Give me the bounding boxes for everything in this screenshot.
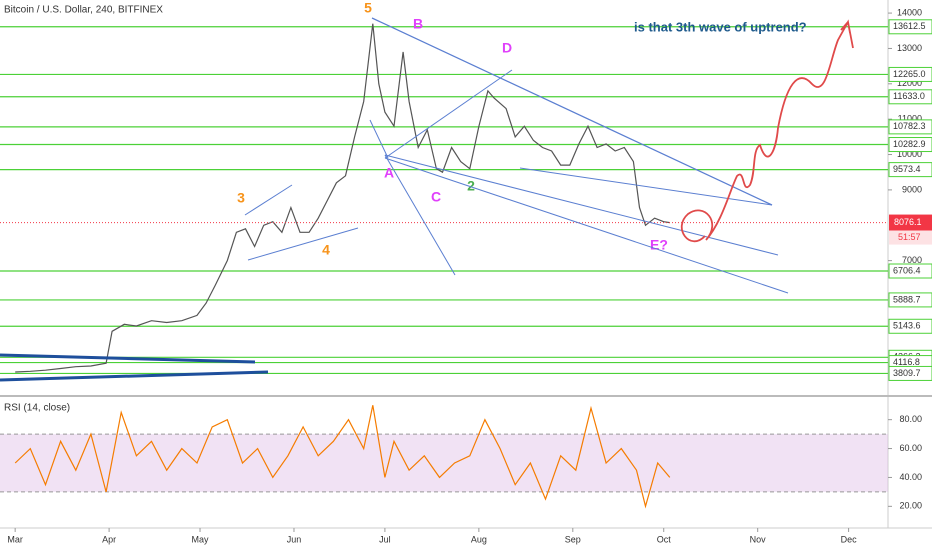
level-label-box	[888, 292, 932, 308]
y-tick-label: 80.00	[899, 414, 922, 424]
trend-line	[371, 17, 773, 206]
wave-label: D	[502, 40, 512, 56]
level-label-box	[888, 365, 932, 381]
price-line	[14, 405, 671, 509]
x-tick-label: Jun	[287, 534, 302, 544]
level-label: 3809.7	[893, 368, 921, 378]
last-price-box	[889, 214, 932, 231]
price-pane: 14000 13000 12000 11000 10000 9000 7000 13612.5…	[0, 0, 932, 381]
note: is that 3th wave of uptrend?	[634, 19, 807, 34]
level-label-box	[888, 318, 932, 334]
rsi-band	[0, 434, 888, 492]
level-label-box	[888, 119, 932, 135]
level-label: 4116.8	[893, 357, 920, 367]
header: Bitcoin / U.S. Dollar, 240, BITFINEX	[4, 5, 163, 16]
level-label: 6706.4	[893, 265, 921, 275]
level-label: 9573.4	[893, 164, 921, 174]
wave-label: 2	[467, 178, 475, 194]
y-tick-label: 20.00	[899, 501, 922, 511]
trend-line	[384, 157, 789, 294]
drawn-arrow	[681, 19, 854, 243]
y-tick-label: 60.00	[899, 443, 922, 453]
y-tick-label: 10000	[897, 149, 922, 159]
wave-label: 4	[322, 242, 330, 258]
level-label: 13612.5	[893, 21, 926, 31]
trend-lines	[0, 17, 789, 382]
wave-label: C	[431, 189, 441, 205]
x-tick-label: May	[192, 534, 210, 544]
trend-line	[384, 154, 779, 256]
y-tick-label: 11000	[898, 114, 922, 124]
price-line	[15, 23, 670, 373]
level-label-box	[888, 66, 932, 82]
level-label: 11633.0	[893, 91, 925, 101]
x-tick-label: Sep	[565, 534, 581, 544]
wave-label: B	[413, 16, 423, 32]
trend-line	[0, 353, 256, 364]
y-tick-label: 9000	[902, 184, 922, 194]
x-tick-label: Apr	[102, 534, 116, 544]
y-tick-label: 14000	[897, 7, 922, 17]
y-tick-label: 13000	[897, 43, 922, 53]
rsi-title: RSI (14, close)	[4, 403, 70, 414]
x-tick-label: Jul	[379, 534, 391, 544]
level-label: 12265.0	[893, 69, 926, 79]
trend-line	[244, 184, 293, 216]
rsi-pane: 80.00 60.00 40.00 20.00 Mar Apr May Jun Jul Aug Se…	[0, 403, 922, 544]
trend-line	[247, 227, 359, 261]
level-label-box	[888, 19, 932, 35]
y-tick-label: 40.00	[899, 472, 922, 482]
countdown-box	[889, 230, 932, 245]
level-label: 5143.6	[893, 321, 921, 331]
y-tick-label: 7000	[902, 255, 922, 265]
trend-line	[0, 370, 269, 382]
trend-line	[369, 119, 389, 159]
level-label: 10782.3	[893, 121, 926, 131]
y-tick-label: 12000	[897, 78, 922, 88]
level-label-box	[888, 263, 932, 279]
level-label-box	[888, 137, 932, 153]
x-tick-label: Dec	[841, 534, 858, 544]
level-label: 5888.7	[893, 294, 921, 304]
x-tick-label: Nov	[750, 534, 767, 544]
trend-line	[519, 167, 773, 206]
trend-line	[384, 154, 456, 276]
x-tick-label: Mar	[7, 534, 23, 544]
trend-line	[384, 69, 513, 159]
wave-label: 5	[364, 0, 372, 16]
countdown: 51:57	[898, 232, 921, 242]
level-label-box	[888, 162, 932, 178]
level-label-box	[888, 89, 932, 105]
wave-label: A	[384, 165, 394, 181]
level-label: 10282.9	[893, 139, 926, 149]
last-price-label: 8076.1	[894, 217, 922, 227]
x-tick-label: Oct	[657, 534, 672, 544]
x-tick-label: Aug	[471, 534, 487, 544]
wave-label: 3	[237, 190, 245, 206]
